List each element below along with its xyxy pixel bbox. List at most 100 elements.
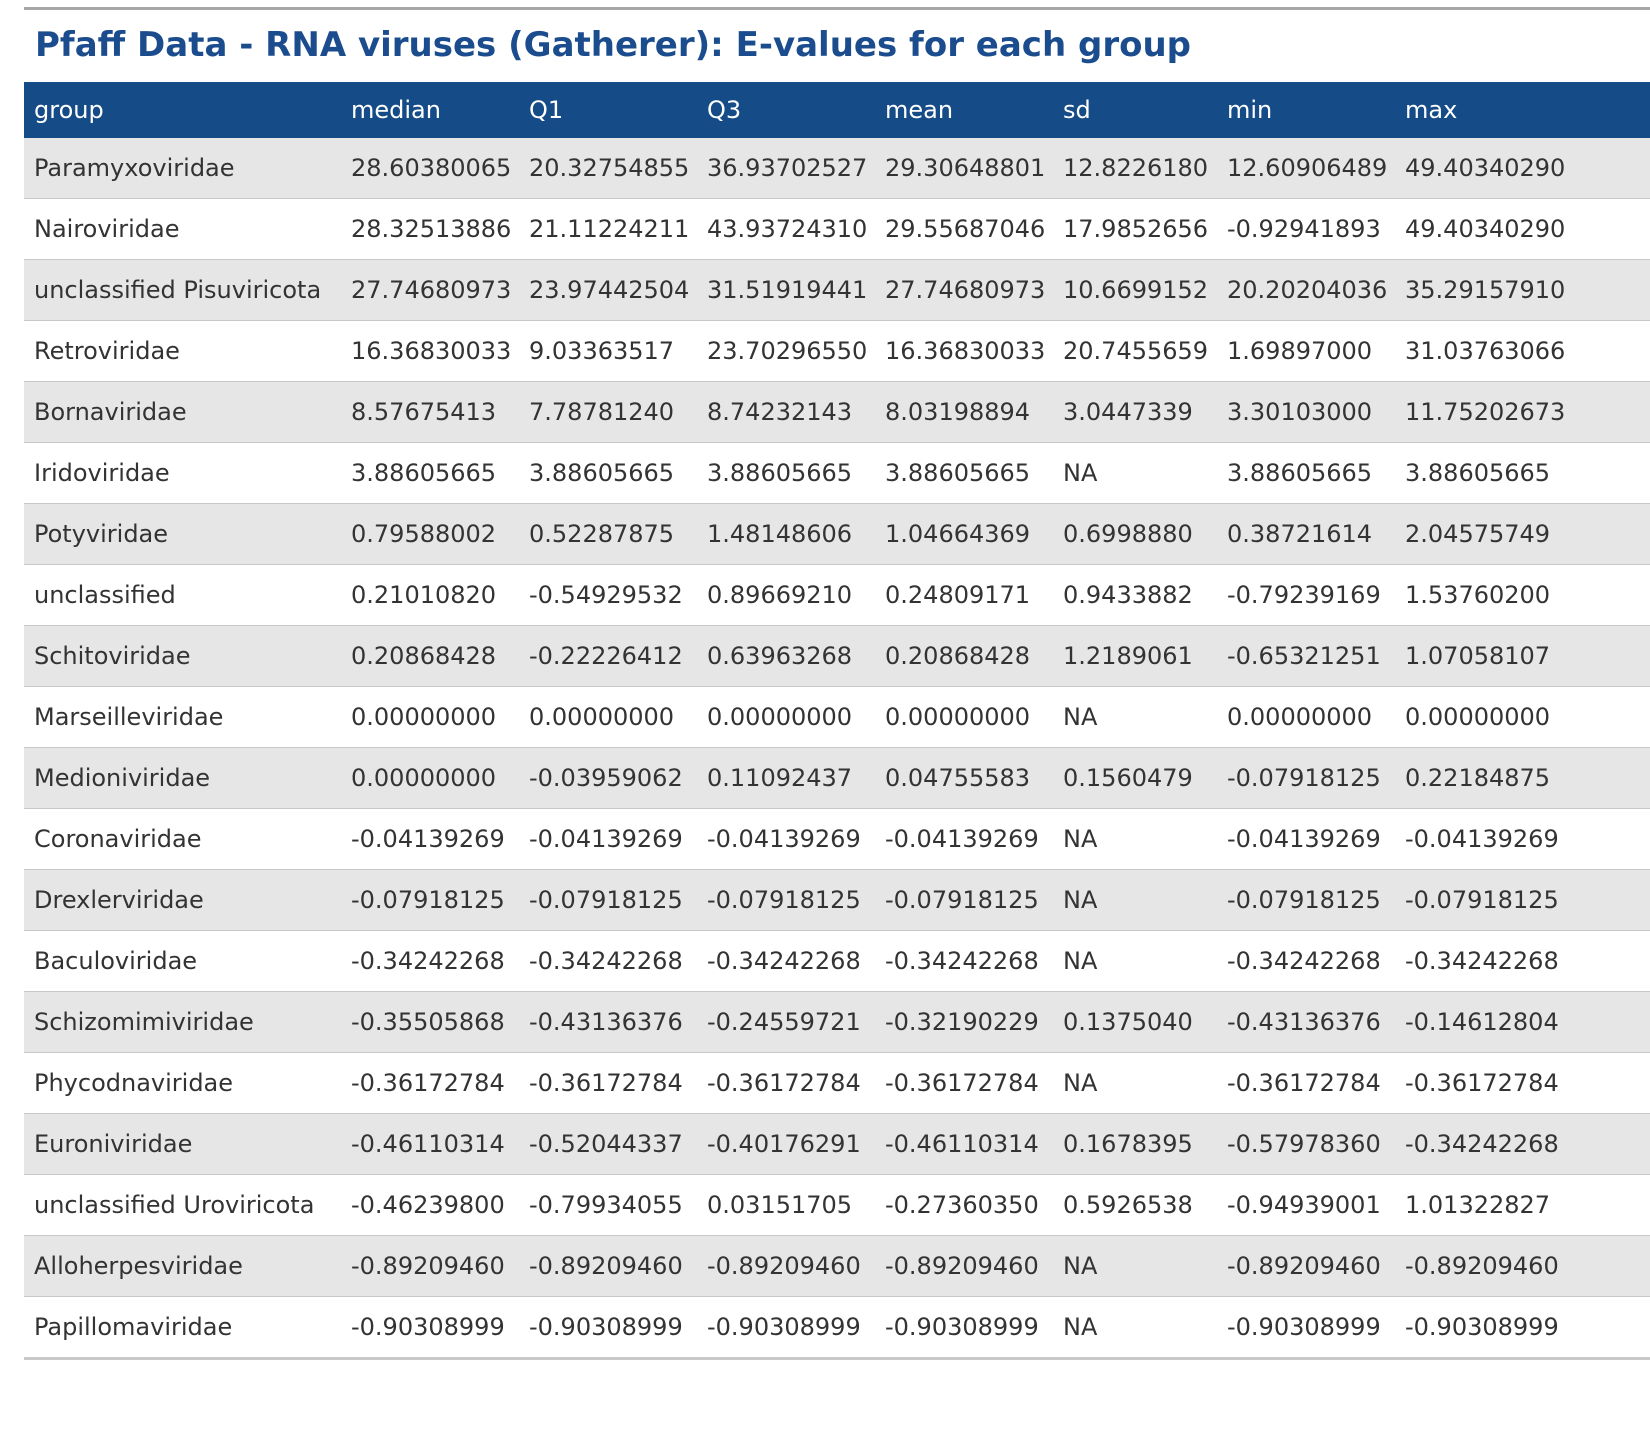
table-row: Paramyxoviridae 28.60380065 20.32754855 36.… [24, 138, 1650, 199]
cell-min: -0.04139269 [1217, 808, 1395, 870]
cell-sd: NA [1053, 869, 1217, 931]
table-header: group median Q1 Q3 mean sd min max [24, 82, 1650, 138]
cell-group: Alloherpesviridae [24, 1235, 341, 1297]
cell-max: 11.75202673 [1395, 381, 1650, 443]
cell-min: -0.89209460 [1217, 1235, 1395, 1297]
table-row: Retroviridae 16.36830033 9.03363517 23.7029… [24, 320, 1650, 382]
cell-q3: 43.93724310 [697, 198, 875, 260]
cell-group: Schitoviridae [24, 625, 341, 687]
cell-q1: -0.34242268 [519, 930, 697, 992]
cell-q3: -0.04139269 [697, 808, 875, 870]
cell-max: -0.89209460 [1395, 1235, 1650, 1297]
cell-min: -0.65321251 [1217, 625, 1395, 687]
cell-mean: -0.46110314 [875, 1113, 1053, 1175]
cell-q1: 9.03363517 [519, 320, 697, 382]
cell-max: 31.03763066 [1395, 320, 1650, 382]
cell-q3: 8.74232143 [697, 381, 875, 443]
column-header-min[interactable]: min [1217, 82, 1395, 138]
cell-mean: -0.90308999 [875, 1296, 1053, 1360]
cell-min: 3.88605665 [1217, 442, 1395, 504]
cell-median: -0.46239800 [341, 1174, 519, 1236]
cell-mean: -0.36172784 [875, 1052, 1053, 1114]
cell-max: 1.53760200 [1395, 564, 1650, 626]
cell-group: Schizomimiviridae [24, 991, 341, 1053]
cell-sd: 0.1375040 [1053, 991, 1217, 1053]
column-header-max[interactable]: max [1395, 82, 1650, 138]
cell-median: 8.57675413 [341, 381, 519, 443]
cell-min: -0.34242268 [1217, 930, 1395, 992]
table-row: Baculoviridae -0.34242268 -0.34242268 -0.34… [24, 930, 1650, 992]
cell-sd: 0.9433882 [1053, 564, 1217, 626]
cell-sd: 0.6998880 [1053, 503, 1217, 565]
cell-mean: -0.34242268 [875, 930, 1053, 992]
cell-sd: NA [1053, 930, 1217, 992]
cell-q3: 1.48148606 [697, 503, 875, 565]
cell-q3: 0.03151705 [697, 1174, 875, 1236]
column-header-group[interactable]: group [24, 82, 341, 138]
column-header-q3[interactable]: Q3 [697, 82, 875, 138]
cell-q1: 0.00000000 [519, 686, 697, 748]
cell-sd: NA [1053, 686, 1217, 748]
cell-max: -0.14612804 [1395, 991, 1650, 1053]
cell-max: -0.36172784 [1395, 1052, 1650, 1114]
cell-q3: 31.51919441 [697, 259, 875, 321]
cell-group: Paramyxoviridae [24, 138, 341, 199]
column-header-mean[interactable]: mean [875, 82, 1053, 138]
cell-group: unclassified Pisuviricota [24, 259, 341, 321]
cell-sd: 17.9852656 [1053, 198, 1217, 260]
cell-min: 20.20204036 [1217, 259, 1395, 321]
table-row: Coronaviridae -0.04139269 -0.04139269 -0.04… [24, 808, 1650, 870]
cell-mean: 27.74680973 [875, 259, 1053, 321]
column-header-median[interactable]: median [341, 82, 519, 138]
table-row: Medioniviridae 0.00000000 -0.03959062 0.110… [24, 747, 1650, 809]
cell-q3: 3.88605665 [697, 442, 875, 504]
cell-median: 28.60380065 [341, 138, 519, 199]
cell-mean: 0.20868428 [875, 625, 1053, 687]
cell-min: 0.00000000 [1217, 686, 1395, 748]
cell-q1: -0.04139269 [519, 808, 697, 870]
cell-max: 0.22184875 [1395, 747, 1650, 809]
evalue-table: group median Q1 Q3 mean sd min max Paramyxoviri… [24, 82, 1650, 1360]
table-row: Schitoviridae 0.20868428 -0.22226412 0.6396… [24, 625, 1650, 687]
cell-max: 0.00000000 [1395, 686, 1650, 748]
cell-q3: 0.63963268 [697, 625, 875, 687]
cell-q3: 0.89669210 [697, 564, 875, 626]
cell-group: Potyviridae [24, 503, 341, 565]
cell-q3: -0.24559721 [697, 991, 875, 1053]
cell-mean: -0.07918125 [875, 869, 1053, 931]
cell-mean: -0.04139269 [875, 808, 1053, 870]
cell-median: -0.89209460 [341, 1235, 519, 1297]
cell-mean: -0.27360350 [875, 1174, 1053, 1236]
cell-max: 49.40340290 [1395, 198, 1650, 260]
cell-mean: -0.32190229 [875, 991, 1053, 1053]
cell-sd: 10.6699152 [1053, 259, 1217, 321]
page-title: Pfaff Data - RNA viruses (Gatherer): E-v… [35, 25, 1191, 65]
cell-median: -0.90308999 [341, 1296, 519, 1360]
column-header-q1[interactable]: Q1 [519, 82, 697, 138]
cell-median: -0.35505868 [341, 991, 519, 1053]
cell-q3: -0.90308999 [697, 1296, 875, 1360]
cell-group: Marseilleviridae [24, 686, 341, 748]
cell-min: 1.69897000 [1217, 320, 1395, 382]
cell-min: -0.92941893 [1217, 198, 1395, 260]
cell-min: -0.79239169 [1217, 564, 1395, 626]
cell-sd: NA [1053, 1052, 1217, 1114]
cell-group: Phycodnaviridae [24, 1052, 341, 1114]
cell-group: Retroviridae [24, 320, 341, 382]
cell-min: -0.57978360 [1217, 1113, 1395, 1175]
cell-group: Medioniviridae [24, 747, 341, 809]
cell-median: 3.88605665 [341, 442, 519, 504]
cell-q1: -0.52044337 [519, 1113, 697, 1175]
cell-max: -0.34242268 [1395, 1113, 1650, 1175]
column-header-sd[interactable]: sd [1053, 82, 1217, 138]
cell-mean: 0.24809171 [875, 564, 1053, 626]
cell-q1: -0.36172784 [519, 1052, 697, 1114]
table-row: Euroniviridae -0.46110314 -0.52044337 -0.40… [24, 1113, 1650, 1175]
cell-q3: -0.89209460 [697, 1235, 875, 1297]
top-rule [24, 7, 1650, 10]
cell-max: -0.90308999 [1395, 1296, 1650, 1360]
cell-q1: -0.90308999 [519, 1296, 697, 1360]
cell-mean: 29.30648801 [875, 138, 1053, 199]
table-row: unclassified Pisuviricota 27.74680973 23.9… [24, 259, 1650, 321]
cell-q3: -0.34242268 [697, 930, 875, 992]
